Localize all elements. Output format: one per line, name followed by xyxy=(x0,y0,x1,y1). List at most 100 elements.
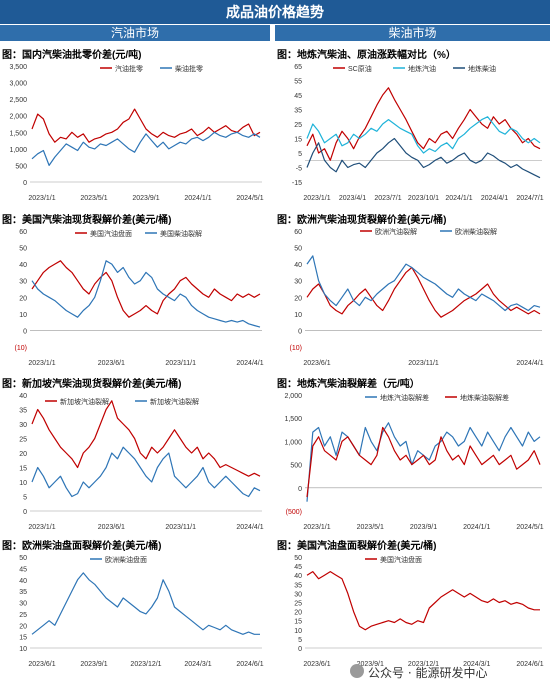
legend-label: 欧洲柴油盘面 xyxy=(105,555,147,564)
x-tick-label: 2023/12/1 xyxy=(408,661,439,668)
chart-panel-6: 图：欧洲柴油盘面裂解价差(美元/桶) 50 45 40 35 30 25 20 15 10 2023… xyxy=(0,537,270,672)
y-tick-label: (500) xyxy=(286,509,302,516)
y-tick-label: 30 xyxy=(19,279,27,286)
header-title: 成品油价格趋势 xyxy=(0,0,550,24)
x-tick-label: 2024/5/1 xyxy=(236,195,263,202)
x-tick-label: 2023/11/1 xyxy=(165,524,196,531)
chart-panel-1: 图：地炼汽柴油、原油涨跌幅对比（%） 65 55 45 35 25 15 5 -5 -15 2023… xyxy=(275,46,550,206)
y-tick-label: 1,500 xyxy=(284,416,302,423)
x-tick-label: 2024/3/1 xyxy=(184,661,211,668)
y-tick-label: (10) xyxy=(290,345,302,352)
x-tick-label: 2024/4/1 xyxy=(481,195,508,202)
chart-svg: 50 45 40 35 30 25 20 15 10 2023/6/1 2023/9/1 2023/1… xyxy=(19,555,264,668)
chart-svg: 40 35 30 25 20 15 10 5 0 2023/1/1 2023/6/1 2023/11/… xyxy=(19,393,264,531)
x-tick-label: 2023/6/1 xyxy=(303,360,330,367)
y-tick-label: 35 xyxy=(19,408,27,415)
y-tick-label: 3,500 xyxy=(9,64,27,71)
chart-title: 图：地炼汽柴油裂解差（元/吨） xyxy=(277,379,420,390)
chart-panel-0: 图：国内汽柴油批零价差(元/吨) 3,500 3,000 2,500 2,000 1,50… xyxy=(0,46,270,206)
series-line-1 xyxy=(306,116,541,154)
x-tick-label: 2023/1/1 xyxy=(28,524,55,531)
chart-svg: 60 50 40 30 20 10 0 (10) 2023/6/1 2023/11/1 2024/4… xyxy=(290,227,544,367)
x-tick-label: 2024/1/1 xyxy=(445,195,472,202)
y-tick-label: 40 xyxy=(19,393,27,400)
x-tick-label: 2023/1/1 xyxy=(28,195,55,202)
series-line-1 xyxy=(306,255,541,312)
y-tick-label: 10 xyxy=(19,312,27,319)
wechat-icon xyxy=(350,664,364,678)
y-tick-label: 10 xyxy=(19,646,27,653)
series-line-0 xyxy=(306,87,541,161)
diesel-section-header: 柴油市场 xyxy=(275,25,550,41)
y-tick-label: 25 xyxy=(19,612,27,619)
chart-title: 图：欧洲柴油盘面裂解价差(美元/桶) xyxy=(2,541,162,552)
y-tick-label: 40 xyxy=(19,262,27,269)
y-tick-label: 2,500 xyxy=(9,97,27,104)
y-tick-label: 65 xyxy=(294,64,302,71)
y-tick-label: 30 xyxy=(19,422,27,429)
y-tick-label: 5 xyxy=(298,637,302,644)
chart-panel-7: 图：美国汽油盘面裂解价差(美元/桶) 50 45 40 35 30 25 20 15 10 5 0 20… xyxy=(275,537,550,672)
legend-label: 地炼柴油 xyxy=(468,64,496,73)
x-tick-label: 2023/5/1 xyxy=(80,195,107,202)
series-line-1 xyxy=(31,260,261,328)
y-tick-label: 15 xyxy=(294,137,302,144)
x-tick-label: 2024/4/1 xyxy=(236,524,263,531)
x-tick-label: 2024/4/1 xyxy=(516,360,543,367)
y-tick-label: 45 xyxy=(294,93,302,100)
x-tick-label: 2023/4/1 xyxy=(339,195,366,202)
y-tick-label: 10 xyxy=(19,480,27,487)
series-line-0 xyxy=(31,260,261,318)
x-tick-label: 2024/1/1 xyxy=(184,195,211,202)
legend-label: 新加坡汽油裂解 xyxy=(150,397,199,406)
x-tick-label: 2023/1/1 xyxy=(303,524,330,531)
y-tick-label: 60 xyxy=(19,229,27,236)
x-tick-label: 2023/10/1 xyxy=(408,195,439,202)
legend-label: 地炼汽油裂解差 xyxy=(380,393,429,402)
x-tick-label: 2023/5/1 xyxy=(357,524,384,531)
series-line-0 xyxy=(31,108,261,143)
y-tick-label: 0 xyxy=(23,328,27,335)
y-tick-label: 50 xyxy=(294,555,302,562)
y-tick-label: 55 xyxy=(294,79,302,86)
series-line-1 xyxy=(306,426,541,498)
y-tick-label: 40 xyxy=(294,573,302,580)
y-tick-label: 50 xyxy=(294,246,302,253)
legend-label: 美国汽油盘面 xyxy=(380,555,422,564)
chart-title: 图：新加坡汽柴油现货裂解价差(美元/桶) xyxy=(2,379,182,390)
legend-label: 欧洲柴油裂解 xyxy=(455,227,497,236)
y-tick-label: (10) xyxy=(15,345,27,352)
x-tick-label: 2023/6/1 xyxy=(303,661,330,668)
x-tick-label: 2024/4/1 xyxy=(236,360,263,367)
chart-title: 图：国内汽柴油批零价差(元/吨) xyxy=(2,50,142,61)
y-tick-label: 0 xyxy=(298,646,302,653)
y-tick-label: 2,000 xyxy=(284,393,302,400)
x-tick-label: 2024/7/1 xyxy=(516,195,543,202)
watermark: 公众号 · 能源研发中心 xyxy=(368,666,488,680)
y-tick-label: 35 xyxy=(294,582,302,589)
chart-title: 图：地炼汽柴油、原油涨跌幅对比（%） xyxy=(277,50,456,61)
series-line-0 xyxy=(31,400,261,477)
legend-label: 柴油批零 xyxy=(175,64,203,73)
x-tick-label: 2023/9/1 xyxy=(132,195,159,202)
x-tick-label: 2024/6/1 xyxy=(516,661,543,668)
x-tick-label: 2023/9/1 xyxy=(357,661,384,668)
y-tick-label: 1,000 xyxy=(284,439,302,446)
x-tick-label: 2023/12/1 xyxy=(130,661,161,668)
y-tick-label: 0 xyxy=(298,486,302,493)
x-tick-label: 2023/1/1 xyxy=(303,195,330,202)
y-tick-label: 50 xyxy=(19,246,27,253)
y-tick-label: 50 xyxy=(19,555,27,562)
x-tick-label: 2023/11/1 xyxy=(165,360,196,367)
x-tick-label: 2023/11/1 xyxy=(408,360,439,367)
chart-panel-3: 图：欧洲汽柴油现货裂解价差(美元/桶) 60 50 40 30 20 10 0 (10) 2023… xyxy=(275,211,550,371)
y-tick-label: 60 xyxy=(294,229,302,236)
x-tick-label: 2024/6/1 xyxy=(236,661,263,668)
x-tick-label: 2023/9/1 xyxy=(80,661,107,668)
chart-panel-4: 图：新加坡汽柴油现货裂解价差(美元/桶) 40 35 30 25 20 15 10 5 0 2023… xyxy=(0,375,270,535)
y-tick-label: 25 xyxy=(19,437,27,444)
y-tick-label: 1,500 xyxy=(9,130,27,137)
x-tick-label: 2023/6/1 xyxy=(98,524,125,531)
y-tick-label: 5 xyxy=(298,151,302,158)
y-tick-label: 10 xyxy=(294,312,302,319)
